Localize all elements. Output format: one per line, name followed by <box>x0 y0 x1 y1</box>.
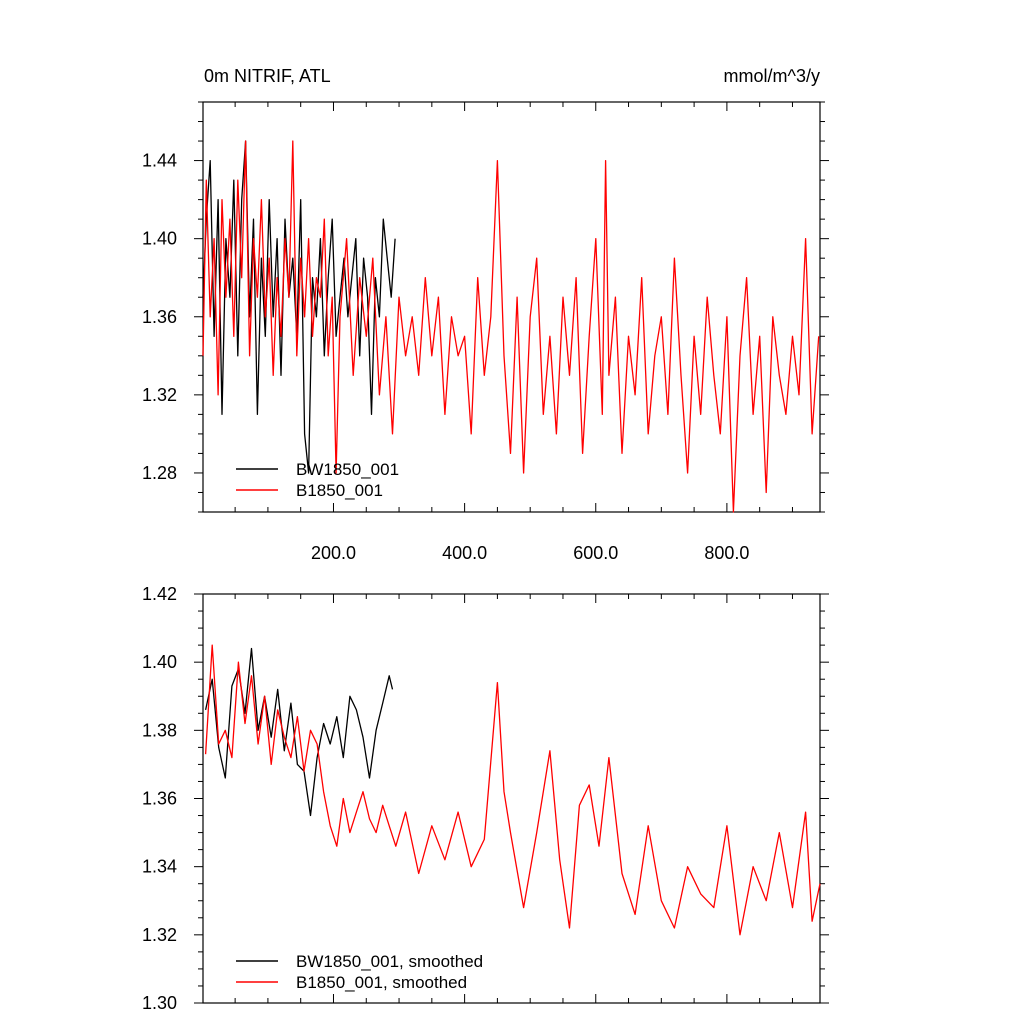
y-tick-label: 1.40 <box>142 229 177 249</box>
y-tick-label: 1.32 <box>142 925 177 945</box>
y-tick-label: 1.30 <box>142 993 177 1013</box>
y-tick-label: 1.36 <box>142 307 177 327</box>
top-panel: 0m NITRIF, ATL mmol/m^3/y 200.0 400.0 600.… <box>142 66 829 563</box>
top-plot-frame <box>202 101 821 513</box>
y-tick-label: 1.36 <box>142 789 177 809</box>
top-panel-title: 0m NITRIF, ATL <box>204 66 331 86</box>
x-tick-label: 400.0 <box>442 543 487 563</box>
legend-label: B1850_001 <box>296 481 383 500</box>
series-line-bw1850-001 <box>202 140 396 474</box>
legend-label: BW1850_001 <box>296 460 399 479</box>
y-tick-label: 1.28 <box>142 463 177 483</box>
legend-label: BW1850_001, smoothed <box>296 952 483 971</box>
bottom-panel: 1.30 1.32 1.34 1.36 1.38 1.40 1.42 BW1850_001,… <box>142 584 829 1013</box>
y-tick-label: 1.34 <box>142 857 177 877</box>
x-tick-label: 200.0 <box>311 543 356 563</box>
top-axes: 200.0 400.0 600.0 800.0 1.28 1.32 1.36 1.40 1.44 <box>142 101 829 563</box>
bottom-legend: BW1850_001, smoothed B1850_001, smoothed <box>236 952 483 992</box>
y-tick-label: 1.44 <box>142 151 177 171</box>
y-tick-label: 1.42 <box>142 584 177 604</box>
bottom-series <box>204 644 821 936</box>
series-line-b1850-001 <box>202 140 820 513</box>
top-panel-units: mmol/m^3/y <box>724 66 820 86</box>
top-legend: BW1850_001 B1850_001 <box>236 460 399 500</box>
bottom-plot-frame <box>202 593 821 1004</box>
legend-label: B1850_001, smoothed <box>296 973 467 992</box>
top-series <box>202 140 820 513</box>
bottom-axes: 1.30 1.32 1.34 1.36 1.38 1.40 1.42 <box>142 584 829 1013</box>
y-tick-label: 1.32 <box>142 385 177 405</box>
x-tick-label: 600.0 <box>573 543 618 563</box>
series-line-b1850-001-smoothed <box>204 644 821 936</box>
y-tick-label: 1.38 <box>142 720 177 740</box>
y-tick-label: 1.40 <box>142 652 177 672</box>
x-tick-label: 800.0 <box>704 543 749 563</box>
